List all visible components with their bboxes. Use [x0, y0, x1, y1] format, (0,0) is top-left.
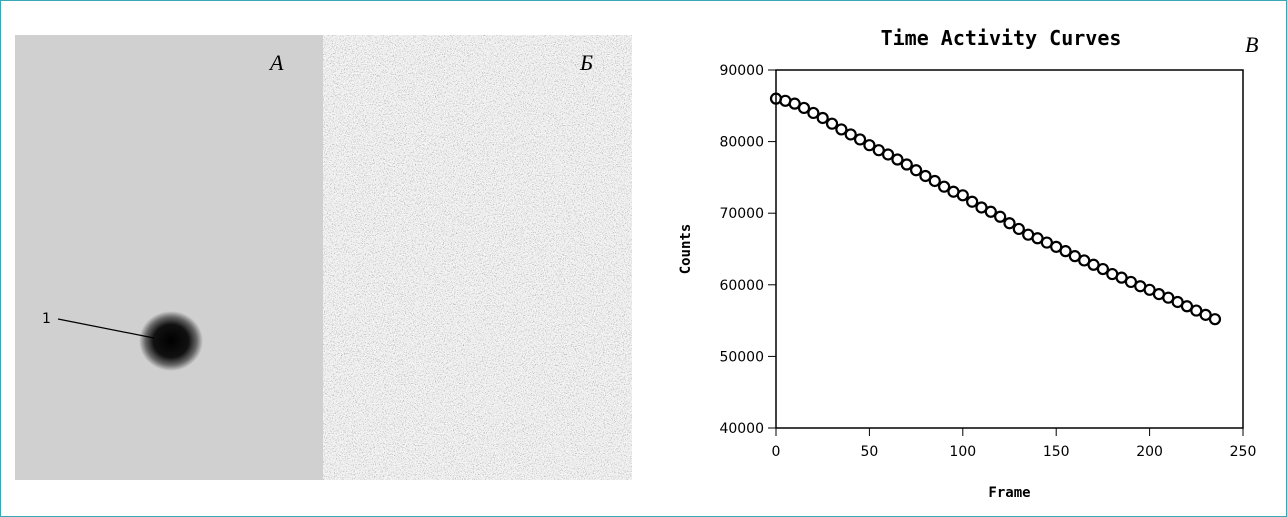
point — [807, 106, 820, 120]
point — [938, 180, 951, 193]
point — [1199, 308, 1212, 321]
point — [966, 195, 979, 208]
point — [1162, 291, 1175, 304]
x-tick-label: 150 — [1043, 444, 1070, 460]
point — [788, 97, 801, 110]
point — [853, 133, 867, 146]
point — [1040, 236, 1053, 249]
image-a — [15, 35, 323, 480]
point — [797, 101, 811, 115]
y-tick-label: 50000 — [719, 349, 764, 365]
point — [1012, 222, 1025, 236]
point — [844, 128, 857, 141]
point — [1078, 254, 1091, 267]
point — [1208, 313, 1222, 326]
point — [900, 158, 913, 171]
point — [1087, 258, 1100, 271]
point — [975, 201, 988, 214]
point — [1050, 240, 1063, 253]
y-tick-label: 60000 — [719, 278, 764, 294]
point — [956, 189, 969, 202]
point — [825, 117, 839, 130]
x-axis-label: Frame — [988, 485, 1030, 501]
point — [928, 174, 941, 188]
point — [835, 123, 848, 136]
point — [1059, 245, 1072, 258]
point — [909, 164, 923, 177]
point — [1124, 275, 1138, 289]
x-tick-label: 250 — [1230, 444, 1257, 460]
y-tick-label: 90000 — [719, 63, 764, 79]
point — [1180, 300, 1194, 313]
chart-title: Time Activity Curves — [881, 26, 1122, 50]
y-tick-label: 70000 — [719, 206, 764, 222]
point — [1171, 295, 1184, 309]
point — [984, 205, 997, 218]
image-b — [323, 35, 632, 480]
panel-label: B — [1245, 32, 1258, 57]
panel-label: Б — [579, 50, 593, 75]
hot-spot — [139, 311, 203, 371]
point — [1031, 232, 1044, 245]
point — [919, 169, 932, 183]
x-tick-label: 0 — [772, 444, 781, 460]
point — [1115, 271, 1128, 284]
pointer — [57, 318, 155, 339]
point — [863, 139, 876, 152]
point — [891, 153, 904, 166]
x-tick-label: 50 — [860, 444, 878, 460]
plot-area — [775, 69, 1244, 429]
point — [816, 111, 829, 125]
x-tick-label: 200 — [1136, 444, 1163, 460]
point — [994, 210, 1007, 223]
annotation: 1 — [42, 311, 51, 327]
y-tick-label: 80000 — [719, 135, 764, 151]
point — [1190, 304, 1203, 317]
point — [1068, 250, 1081, 263]
y-axis-label: Counts — [678, 224, 694, 275]
x-tick-label: 100 — [949, 444, 976, 460]
point — [872, 144, 885, 157]
point — [1003, 217, 1016, 230]
y-tick-label: 40000 — [719, 421, 764, 437]
point — [881, 148, 895, 161]
panel-label: A — [268, 50, 284, 75]
point — [1143, 283, 1156, 296]
point — [1096, 262, 1110, 276]
chart: Time Activity Curves B Frame Counts 0 50 100 15… — [678, 26, 1258, 501]
